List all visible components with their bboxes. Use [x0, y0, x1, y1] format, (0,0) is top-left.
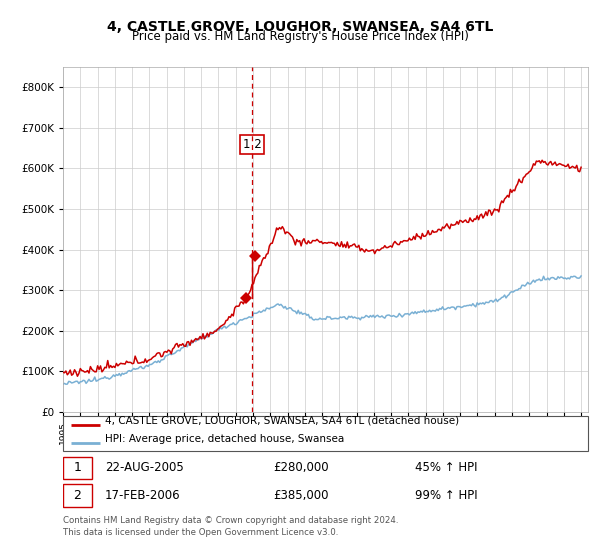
Text: Contains HM Land Registry data © Crown copyright and database right 2024.
This d: Contains HM Land Registry data © Crown c…	[63, 516, 398, 537]
Text: HPI: Average price, detached house, Swansea: HPI: Average price, detached house, Swan…	[105, 434, 344, 444]
Text: 17-FEB-2006: 17-FEB-2006	[105, 489, 181, 502]
FancyBboxPatch shape	[63, 416, 588, 451]
Text: 1 2: 1 2	[243, 138, 262, 151]
Text: Price paid vs. HM Land Registry's House Price Index (HPI): Price paid vs. HM Land Registry's House …	[131, 30, 469, 43]
Text: 45% ↑ HPI: 45% ↑ HPI	[415, 461, 477, 474]
Text: 22-AUG-2005: 22-AUG-2005	[105, 461, 184, 474]
Text: 1: 1	[74, 461, 82, 474]
Text: £385,000: £385,000	[273, 489, 329, 502]
Text: 2: 2	[74, 489, 82, 502]
FancyBboxPatch shape	[63, 456, 92, 479]
FancyBboxPatch shape	[63, 484, 92, 506]
Text: 4, CASTLE GROVE, LOUGHOR, SWANSEA, SA4 6TL: 4, CASTLE GROVE, LOUGHOR, SWANSEA, SA4 6…	[107, 20, 493, 34]
Text: 4, CASTLE GROVE, LOUGHOR, SWANSEA, SA4 6TL (detached house): 4, CASTLE GROVE, LOUGHOR, SWANSEA, SA4 6…	[105, 416, 459, 426]
Text: 99% ↑ HPI: 99% ↑ HPI	[415, 489, 478, 502]
Text: £280,000: £280,000	[273, 461, 329, 474]
